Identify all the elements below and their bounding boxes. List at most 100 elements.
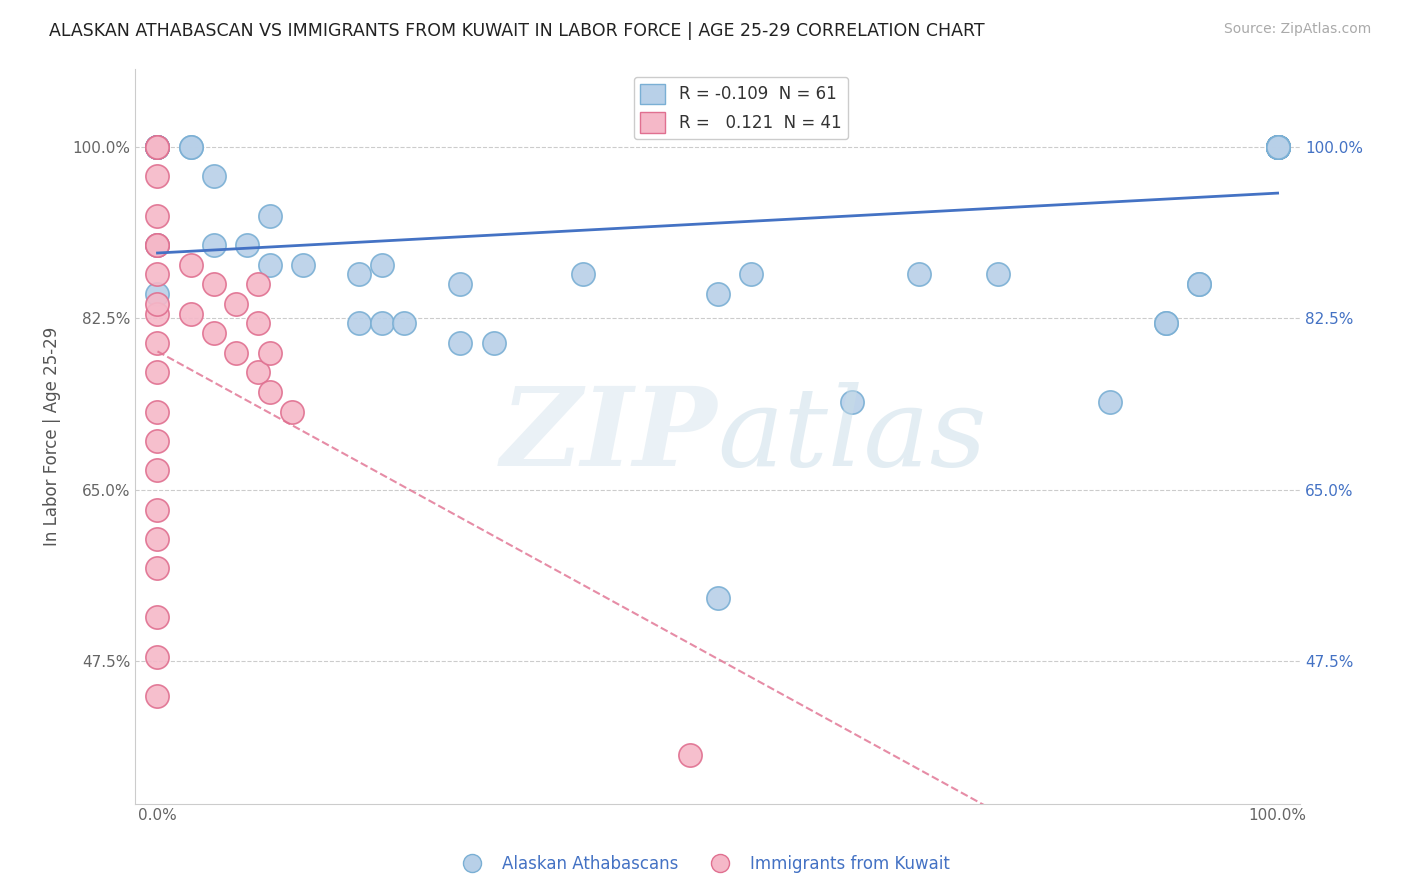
Point <box>1267 140 1289 154</box>
Y-axis label: In Labor Force | Age 25-29: In Labor Force | Age 25-29 <box>44 326 60 546</box>
Point <box>1188 277 1211 292</box>
Point <box>281 404 304 418</box>
Point <box>678 747 700 762</box>
Point <box>1267 140 1289 154</box>
Point <box>449 277 471 292</box>
Point <box>1267 140 1289 154</box>
Point <box>572 268 595 282</box>
Point <box>1267 140 1289 154</box>
Point <box>259 345 281 359</box>
Point <box>706 591 728 605</box>
Point <box>146 335 169 350</box>
Point <box>202 326 225 340</box>
Point <box>482 335 505 350</box>
Point <box>146 238 169 252</box>
Point <box>292 258 315 272</box>
Point <box>259 209 281 223</box>
Point <box>146 610 169 624</box>
Point <box>146 238 169 252</box>
Point <box>1267 140 1289 154</box>
Point <box>392 317 415 331</box>
Point <box>370 317 392 331</box>
Point <box>180 258 202 272</box>
Point <box>247 277 270 292</box>
Point <box>146 689 169 703</box>
Point <box>1267 140 1289 154</box>
Point <box>180 140 202 154</box>
Point <box>146 365 169 379</box>
Point <box>1267 140 1289 154</box>
Point <box>247 317 270 331</box>
Point <box>225 345 247 359</box>
Point <box>202 277 225 292</box>
Point <box>146 268 169 282</box>
Point <box>1267 140 1289 154</box>
Point <box>146 209 169 223</box>
Point <box>146 297 169 311</box>
Point <box>259 258 281 272</box>
Point <box>146 140 169 154</box>
Point <box>1267 140 1289 154</box>
Point <box>180 140 202 154</box>
Point <box>841 394 863 409</box>
Point <box>146 169 169 184</box>
Point <box>1188 277 1211 292</box>
Point <box>146 502 169 516</box>
Point <box>1267 140 1289 154</box>
Point <box>202 169 225 184</box>
Point <box>370 258 392 272</box>
Text: ALASKAN ATHABASCAN VS IMMIGRANTS FROM KUWAIT IN LABOR FORCE | AGE 25-29 CORRELAT: ALASKAN ATHABASCAN VS IMMIGRANTS FROM KU… <box>49 22 984 40</box>
Point <box>1267 140 1289 154</box>
Point <box>1267 140 1289 154</box>
Point <box>146 307 169 321</box>
Point <box>1267 140 1289 154</box>
Text: atlas: atlas <box>717 383 987 490</box>
Point <box>225 297 247 311</box>
Point <box>347 317 370 331</box>
Point <box>1267 140 1289 154</box>
Point <box>1267 140 1289 154</box>
Point <box>146 532 169 546</box>
Point <box>146 238 169 252</box>
Point <box>449 335 471 350</box>
Point <box>987 268 1010 282</box>
Legend: Alaskan Athabascans, Immigrants from Kuwait: Alaskan Athabascans, Immigrants from Kuw… <box>449 848 957 880</box>
Point <box>1267 140 1289 154</box>
Point <box>259 384 281 399</box>
Point <box>1267 140 1289 154</box>
Point <box>1267 140 1289 154</box>
Point <box>146 140 169 154</box>
Text: Source: ZipAtlas.com: Source: ZipAtlas.com <box>1223 22 1371 37</box>
Point <box>146 140 169 154</box>
Point <box>146 140 169 154</box>
Legend: R = -0.109  N = 61, R =   0.121  N = 41: R = -0.109 N = 61, R = 0.121 N = 41 <box>634 77 848 139</box>
Point <box>1267 140 1289 154</box>
Point <box>146 649 169 664</box>
Point <box>146 287 169 301</box>
Point <box>1154 317 1177 331</box>
Point <box>146 404 169 418</box>
Text: ZIP: ZIP <box>501 383 717 490</box>
Point <box>146 140 169 154</box>
Point <box>236 238 259 252</box>
Point <box>146 463 169 477</box>
Point <box>347 268 370 282</box>
Point <box>247 365 270 379</box>
Point <box>740 268 762 282</box>
Point <box>180 307 202 321</box>
Point <box>1267 140 1289 154</box>
Point <box>1267 140 1289 154</box>
Point <box>146 434 169 448</box>
Point <box>1267 140 1289 154</box>
Point <box>706 287 728 301</box>
Point <box>908 268 931 282</box>
Point <box>146 140 169 154</box>
Point <box>146 140 169 154</box>
Point <box>1267 140 1289 154</box>
Point <box>1154 317 1177 331</box>
Point <box>1267 140 1289 154</box>
Point <box>146 140 169 154</box>
Point <box>202 238 225 252</box>
Point <box>146 561 169 575</box>
Point <box>1267 140 1289 154</box>
